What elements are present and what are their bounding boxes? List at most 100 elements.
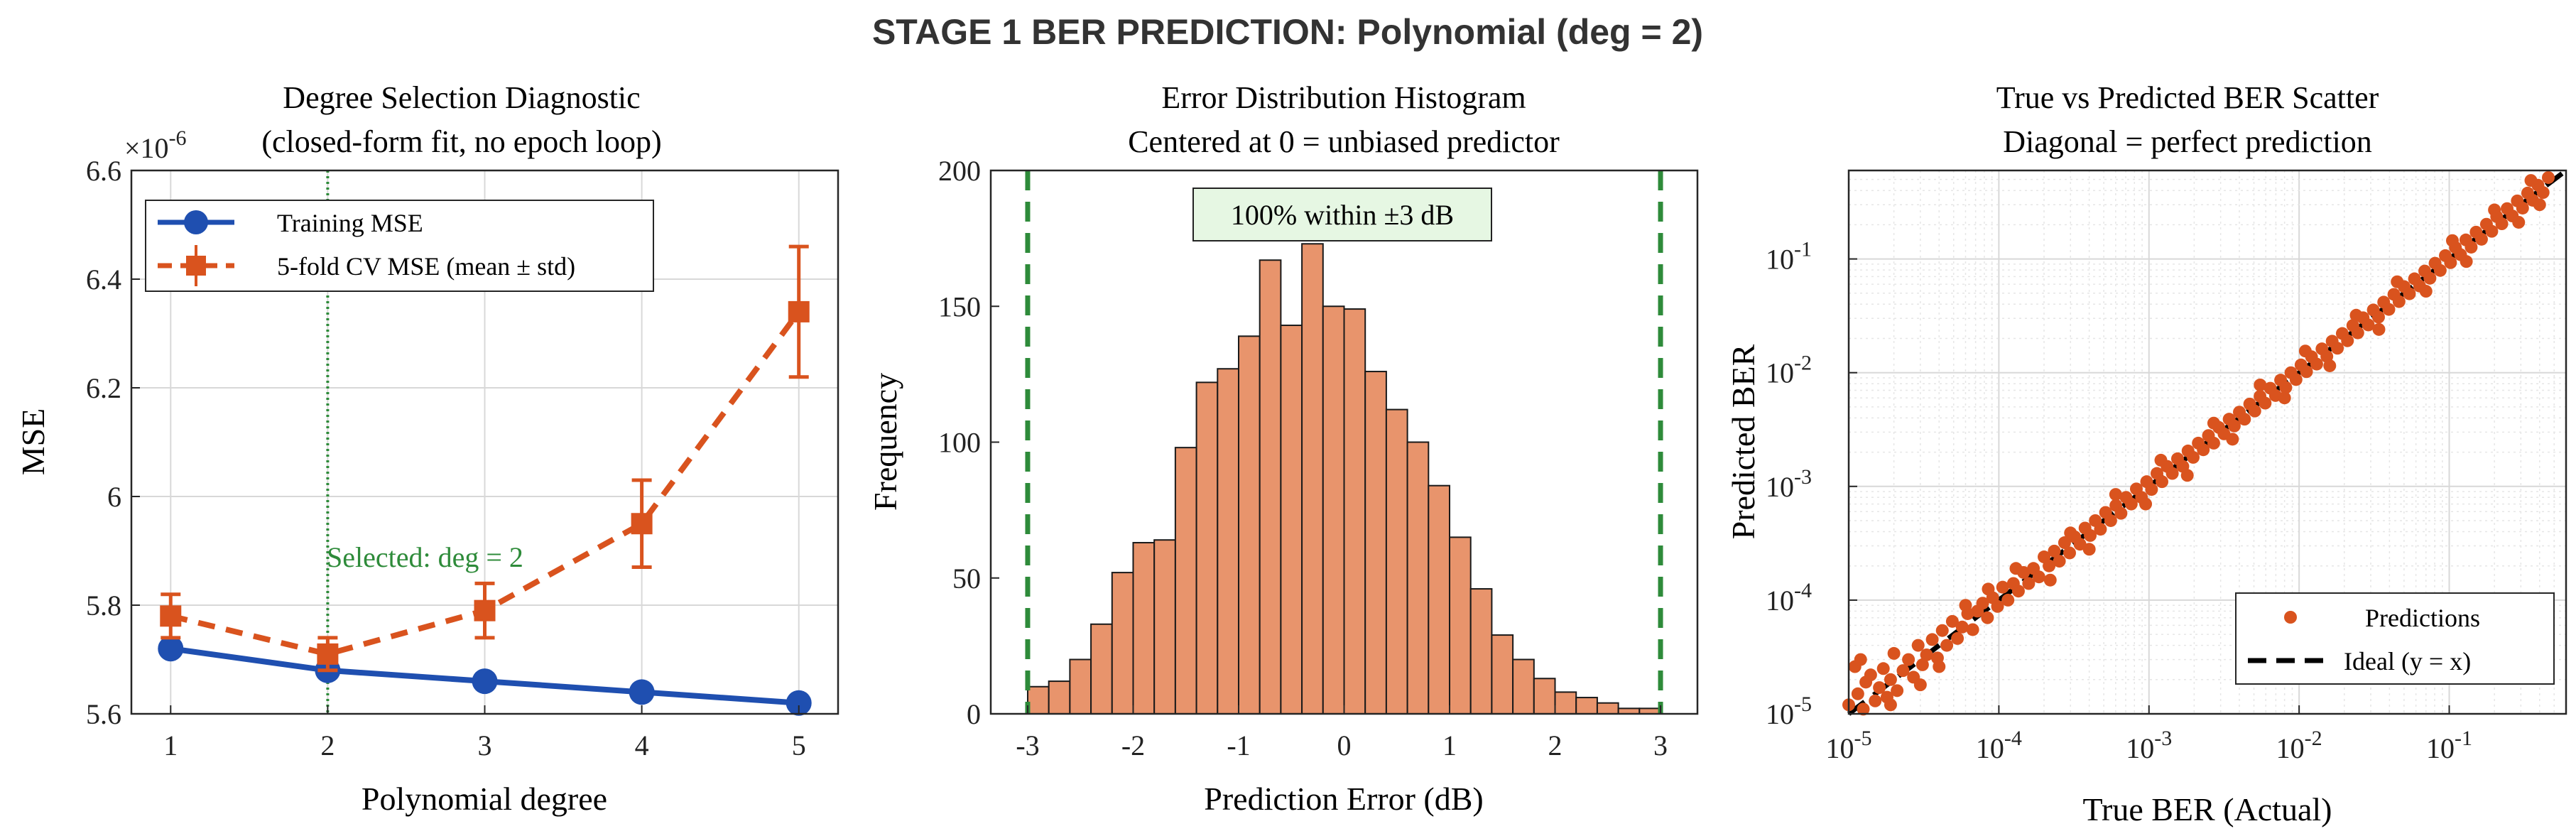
histogram-bar (1069, 658, 1092, 715)
panel2-ytick-label: 150 (938, 291, 981, 322)
prediction-point (1896, 664, 1910, 678)
prediction-point (2053, 555, 2066, 568)
prediction-point (2392, 295, 2406, 308)
prediction-point (2323, 359, 2337, 372)
prediction-point (2524, 174, 2538, 188)
legend-training-label: Training MSE (277, 209, 423, 237)
panel3-ytick-label: 10-3 (1766, 465, 1812, 503)
prediction-point (2310, 357, 2323, 371)
prediction-point (2460, 255, 2473, 268)
panel2-ytick-label: 0 (967, 698, 981, 730)
panel3-legend: Predictions Ideal (y = x) (2235, 592, 2555, 685)
prediction-point (1940, 639, 1954, 652)
prediction-point (2048, 544, 2061, 558)
panel3-ylabel: Predicted BER (1725, 344, 1761, 539)
prediction-point (2139, 497, 2153, 511)
panel3-xtick-exp: -4 (2004, 727, 2022, 750)
prediction-point (2289, 373, 2303, 386)
panel1-title-line1: Degree Selection Diagnostic (283, 80, 640, 115)
prediction-point (2423, 271, 2437, 285)
prediction-point (2043, 559, 2056, 572)
panel1-xtick-label: 5 (792, 729, 806, 761)
panel1-exponent: ×10-6 (124, 126, 187, 164)
prediction-point (2001, 593, 2015, 607)
panel3-ytick-exp: -4 (1794, 579, 1812, 602)
prediction-point (2124, 497, 2138, 511)
histogram-bar (1322, 305, 1345, 715)
panel2-ytick-label: 100 (938, 427, 981, 459)
prediction-point (2349, 308, 2363, 322)
histogram-bar (1343, 308, 1366, 715)
panel1-xtick-label: 1 (163, 729, 178, 761)
prediction-point (2226, 433, 2239, 446)
prediction-point (1884, 698, 1897, 712)
histogram-bar (1469, 588, 1493, 715)
prediction-point (2445, 234, 2459, 247)
panel3-xtick-exp: -3 (2154, 727, 2172, 750)
prediction-point (2259, 396, 2272, 410)
prediction-point (1913, 678, 1927, 692)
panel3-ytick-exp: -5 (1794, 693, 1812, 716)
panel3-xtick-exp: -2 (2305, 727, 2322, 750)
legend-ideal-label: Ideal (y = x) (2344, 647, 2471, 675)
panel1-xlabel: Polynomial degree (362, 781, 607, 817)
prediction-point (1854, 653, 1867, 666)
prediction-point (2536, 186, 2550, 200)
panel3-xtick-base: 10 (2126, 732, 2154, 764)
panel2-ticks: -3 -2 -1 0 1 2 3 0 50 100 150 200 (938, 155, 1668, 761)
prediction-point (2114, 506, 2128, 520)
histogram-bar (1301, 243, 1324, 715)
prediction-point (1891, 684, 1904, 697)
prediction-point (2187, 450, 2200, 464)
panel1-ytick-label: 5.6 (86, 698, 121, 730)
prediction-point (2474, 232, 2488, 246)
panel1-xtick-label: 2 (320, 729, 335, 761)
panel2-xtick-label: -1 (1227, 729, 1250, 761)
prediction-point (1981, 611, 1994, 624)
cv-mse-point (631, 513, 653, 535)
histogram-bar (1512, 658, 1535, 715)
prediction-point (2011, 585, 2025, 598)
prediction-point (1991, 599, 2004, 613)
panel3-ytick-base: 10 (1766, 244, 1794, 276)
prediction-point (1864, 668, 1877, 682)
histogram-bar (1259, 259, 1282, 715)
panel3-xtick-exp: -1 (2455, 727, 2472, 750)
panel3-ytick-base: 10 (1766, 698, 1794, 730)
panel2-xtick-label: -3 (1016, 729, 1039, 761)
panel3-xtick-base: 10 (1976, 732, 2004, 764)
panel1-ytick-label: 6.6 (86, 155, 121, 187)
prediction-point (1951, 631, 1964, 645)
prediction-point (1982, 582, 1995, 596)
prediction-point (2156, 475, 2169, 489)
prediction-point (2533, 198, 2546, 212)
prediction-point (2043, 573, 2057, 587)
histogram-bar (1237, 335, 1261, 715)
panel1-ylabel: MSE (15, 408, 51, 476)
panel2-xtick-label: 0 (1337, 729, 1352, 761)
panel2-marks (1025, 170, 1663, 715)
prediction-point (1920, 648, 1933, 661)
prediction-point (2009, 562, 2023, 575)
histogram-bar (1090, 623, 1113, 715)
prediction-point (2351, 326, 2364, 340)
histogram-bar (1174, 447, 1197, 715)
prediction-point (1955, 620, 1969, 634)
prediction-point (1976, 597, 1989, 610)
panel3-xtick-exp: -5 (1854, 727, 1872, 750)
training-mse-point (472, 668, 498, 695)
cv-mse-point (160, 605, 182, 627)
prediction-point (1966, 623, 1979, 636)
histogram-bar (1132, 542, 1156, 715)
histogram-bar (1554, 691, 1577, 715)
prediction-point (2485, 224, 2499, 238)
prediction-point (2207, 436, 2220, 450)
prediction-point (2300, 365, 2313, 379)
prediction-point (2154, 453, 2168, 467)
error-histogram-panel: Error Distribution Histogram Centered at… (867, 80, 1699, 817)
prediction-point (1915, 658, 1929, 671)
prediction-point (2331, 342, 2344, 355)
figure-suptitle: STAGE 1 BER PREDICTION: Polynomial (deg … (872, 12, 1703, 52)
prediction-point (1935, 624, 1949, 637)
